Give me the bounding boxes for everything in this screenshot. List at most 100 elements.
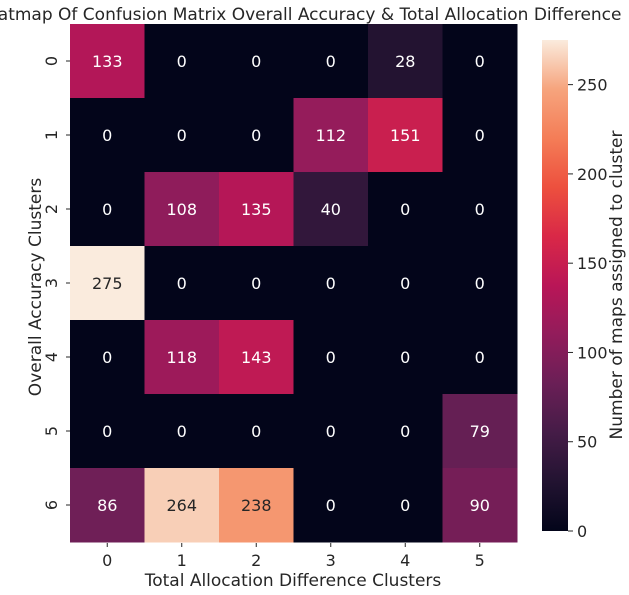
colorbar-tick-label: 200 <box>577 165 608 184</box>
y-axis-ticks: 0 1 2 3 4 5 6 <box>42 56 70 510</box>
cell-value-label: 0 <box>177 126 187 145</box>
cell-value-label: 0 <box>251 422 261 441</box>
heatmap-cell-r3-c4 <box>368 246 443 321</box>
cell-value-label: 0 <box>251 52 261 71</box>
heatmap-cell-r1-c3 <box>293 98 369 173</box>
heatmap-cell-r4-c2 <box>219 320 294 395</box>
colorbar <box>542 40 568 531</box>
heatmap-cell-r1-c4 <box>368 98 443 173</box>
x-axis-ticks: 0 1 2 3 4 5 <box>102 543 485 570</box>
colorbar-gradient <box>542 40 568 531</box>
cell-value-label: 0 <box>326 348 336 367</box>
x-tick-label: 3 <box>326 551 336 570</box>
y-tick-label: 5 <box>42 426 61 436</box>
heatmap-cell-r2-c5 <box>442 172 518 247</box>
cell-value-label: 264 <box>166 496 197 515</box>
cell-value-label: 0 <box>102 126 112 145</box>
cell-value-label: 143 <box>241 348 272 367</box>
heatmap-cell-r5-c3 <box>293 394 369 469</box>
cell-value-label: 90 <box>470 496 490 515</box>
cell-value-label: 133 <box>92 52 123 71</box>
cell-value-label: 0 <box>400 496 410 515</box>
cell-value-label: 0 <box>475 126 485 145</box>
cell-value-label: 0 <box>102 348 112 367</box>
cell-value-label: 0 <box>326 274 336 293</box>
heatmap-cell-r4-c1 <box>144 320 220 395</box>
colorbar-tick-label: 0 <box>577 522 587 541</box>
heatmap-cell-r2-c4 <box>368 172 443 247</box>
x-tick-label: 5 <box>475 551 485 570</box>
heatmap-cell-r0-c0 <box>70 24 145 99</box>
cell-value-label: 0 <box>475 52 485 71</box>
x-tick-label: 2 <box>251 551 261 570</box>
heatmap-cell-r6-c1 <box>144 468 220 543</box>
heatmap-cell-r2-c3 <box>293 172 369 247</box>
heatmap-cell-r1-c0 <box>70 98 145 173</box>
heatmap-cell-r0-c5 <box>442 24 518 99</box>
heatmap-cell-r0-c2 <box>219 24 294 99</box>
x-tick-label: 0 <box>102 551 112 570</box>
cell-value-label: 112 <box>315 126 346 145</box>
y-axis-label: Overall Accuracy Clusters <box>26 178 46 397</box>
colorbar-tick-label: 50 <box>577 433 597 452</box>
heatmap-cell-r6-c3 <box>293 468 369 543</box>
cell-value-label: 238 <box>241 496 272 515</box>
cell-value-label: 28 <box>395 52 415 71</box>
heatmap-cell-r6-c0 <box>70 468 145 543</box>
cell-value-label: 0 <box>177 274 187 293</box>
cell-value-label: 0 <box>251 274 261 293</box>
cell-value-label: 0 <box>102 200 112 219</box>
heatmap-cell-r2-c1 <box>144 172 220 247</box>
cell-value-label: 108 <box>166 200 197 219</box>
heatmap-cell-r3-c3 <box>293 246 369 321</box>
colorbar-tick-label: 100 <box>577 343 608 362</box>
cell-value-label: 151 <box>390 126 421 145</box>
cell-value-label: 0 <box>400 422 410 441</box>
cell-value-label: 40 <box>321 200 341 219</box>
heatmap-cell-r2-c2 <box>219 172 294 247</box>
y-tick-label: 2 <box>42 204 61 214</box>
heatmap-cell-r1-c2 <box>219 98 294 173</box>
heatmap-cell-r6-c4 <box>368 468 443 543</box>
heatmap-cell-r1-c1 <box>144 98 220 173</box>
colorbar-ticks: 0 50 100 150 200 250 <box>568 76 608 541</box>
heatmap-cells: 133 0 0 0 28 0 0 0 0 112 151 0 0 108 135 40 0 0 275 0 0 0 0 0 0 1… <box>70 24 518 543</box>
x-tick-label: 1 <box>177 551 187 570</box>
colorbar-tick-label: 250 <box>577 76 608 95</box>
cell-value-label: 0 <box>326 496 336 515</box>
heatmap-cell-r6-c5 <box>442 468 518 543</box>
cell-value-label: 0 <box>251 126 261 145</box>
cell-value-label: 79 <box>470 422 490 441</box>
heatmap-cell-r0-c1 <box>144 24 220 99</box>
y-tick-label: 3 <box>42 278 61 288</box>
heatmap-cell-r3-c0 <box>70 246 145 321</box>
cell-value-label: 0 <box>177 52 187 71</box>
chart-title: Heatmap Of Confusion Matrix Overall Accu… <box>0 5 621 25</box>
cell-value-label: 275 <box>92 274 123 293</box>
colorbar-tick-label: 150 <box>577 254 608 273</box>
heatmap-cell-r4-c5 <box>442 320 518 395</box>
y-tick-label: 4 <box>42 352 61 362</box>
heatmap-cell-r0-c4 <box>368 24 443 99</box>
heatmap-cell-r2-c0 <box>70 172 145 247</box>
heatmap-cell-r5-c0 <box>70 394 145 469</box>
cell-value-label: 0 <box>400 348 410 367</box>
heatmap-cell-r3-c1 <box>144 246 220 321</box>
heatmap-cell-r0-c3 <box>293 24 369 99</box>
y-tick-label: 6 <box>42 500 61 510</box>
cell-value-label: 0 <box>326 422 336 441</box>
heatmap-cell-r5-c4 <box>368 394 443 469</box>
heatmap-cell-r4-c3 <box>293 320 369 395</box>
cell-value-label: 0 <box>475 200 485 219</box>
cell-value-label: 0 <box>400 274 410 293</box>
cell-value-label: 0 <box>475 274 485 293</box>
x-tick-label: 4 <box>400 551 410 570</box>
heatmap-cell-r4-c0 <box>70 320 145 395</box>
y-tick-label: 1 <box>42 130 61 140</box>
cell-value-label: 0 <box>177 422 187 441</box>
heatmap-cell-r1-c5 <box>442 98 518 173</box>
heatmap-cell-r5-c2 <box>219 394 294 469</box>
heatmap-cell-r3-c2 <box>219 246 294 321</box>
cell-value-label: 0 <box>326 52 336 71</box>
